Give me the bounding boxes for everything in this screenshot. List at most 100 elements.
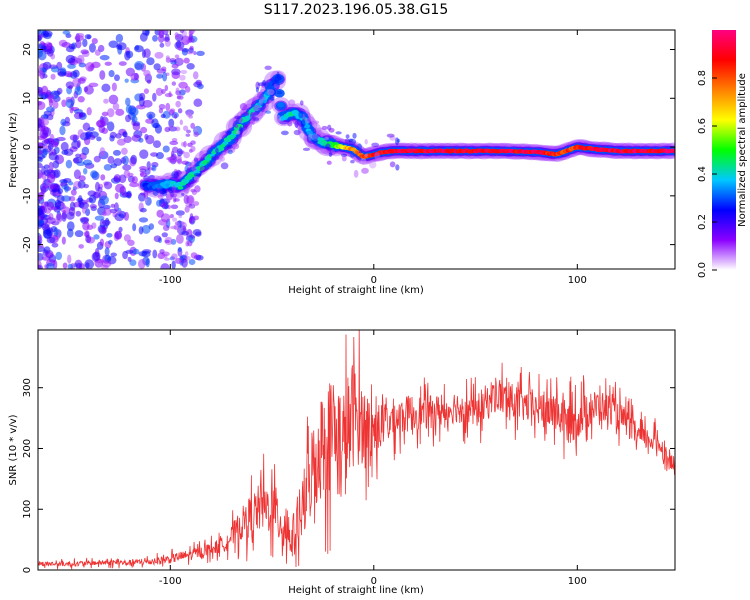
noise-blob bbox=[190, 235, 196, 239]
noise-blob bbox=[122, 131, 128, 138]
noise-blob bbox=[48, 161, 54, 172]
noise-blob bbox=[112, 149, 122, 156]
noise-blob bbox=[146, 161, 151, 170]
noise-blob bbox=[48, 149, 53, 156]
figure-title: S117.2023.196.05.38.G15 bbox=[264, 2, 449, 18]
y-tick-label: 200 bbox=[22, 439, 33, 458]
noise-blob bbox=[178, 214, 183, 219]
ridge-scatter bbox=[321, 125, 328, 130]
noise-blob bbox=[78, 201, 85, 209]
noise-blob bbox=[84, 34, 92, 40]
noise-blob bbox=[138, 226, 144, 235]
spectrogram-x-ticks: -100 0 100 bbox=[159, 30, 587, 286]
noise-blob bbox=[43, 229, 53, 239]
noise-blob bbox=[104, 247, 110, 257]
noise-blob bbox=[76, 32, 85, 38]
noise-blob bbox=[67, 254, 72, 264]
ridge-scatter bbox=[276, 71, 280, 80]
noise-blob bbox=[133, 72, 139, 80]
colorbar-tick-label: 0.2 bbox=[697, 214, 708, 230]
noise-blob bbox=[143, 88, 150, 94]
ridge-scatter bbox=[293, 129, 301, 136]
noise-blob bbox=[167, 204, 171, 210]
noise-blob bbox=[114, 231, 122, 239]
noise-blob bbox=[68, 85, 73, 90]
ridge-scatter bbox=[262, 79, 266, 86]
ridge-scatter bbox=[234, 115, 242, 120]
ridge-scatter bbox=[298, 110, 304, 119]
noise-blob bbox=[157, 193, 164, 200]
noise-blob bbox=[177, 246, 182, 253]
ridge-scatter bbox=[308, 133, 313, 141]
x-tick-label: 0 bbox=[371, 576, 377, 587]
noise-blob bbox=[38, 101, 46, 111]
ridge-scatter bbox=[345, 134, 350, 139]
noise-blob bbox=[103, 98, 109, 104]
ridge-scatter bbox=[386, 133, 395, 138]
noise-blob bbox=[38, 30, 42, 34]
ridge-scatter bbox=[352, 132, 357, 139]
snr-x-ticks: -100 0 100 bbox=[159, 330, 587, 587]
ridge-scatter bbox=[312, 138, 319, 144]
snr-series bbox=[38, 330, 675, 570]
snr-frame bbox=[37, 329, 676, 571]
noise-blob bbox=[130, 154, 138, 165]
noise-blob bbox=[175, 40, 182, 49]
noise-blob bbox=[145, 258, 150, 268]
noise-blob bbox=[175, 87, 180, 93]
noise-blob bbox=[38, 34, 42, 41]
ridge-scatter bbox=[199, 150, 204, 158]
colorbar-label: Normalized spectral amplitude bbox=[737, 73, 748, 227]
ridge-blob bbox=[277, 102, 285, 108]
noise-blob bbox=[120, 147, 128, 155]
noise-blob bbox=[51, 242, 59, 248]
noise-blob bbox=[162, 224, 170, 232]
ridge-scatter bbox=[220, 162, 229, 170]
noise-blob bbox=[45, 250, 54, 259]
ridge-scatter bbox=[348, 138, 357, 145]
noise-blob bbox=[169, 108, 176, 114]
ridge-scatter bbox=[254, 111, 259, 116]
ridge-scatter bbox=[273, 83, 278, 89]
noise-blob bbox=[157, 34, 165, 43]
noise-blob bbox=[153, 63, 161, 71]
noise-blob bbox=[148, 174, 155, 180]
colorbar-bar bbox=[712, 30, 736, 270]
noise-blob bbox=[66, 228, 74, 238]
noise-blob bbox=[101, 111, 109, 117]
noise-blob bbox=[103, 181, 113, 190]
noise-blob bbox=[159, 42, 165, 48]
noise-blob bbox=[55, 251, 63, 261]
noise-blob bbox=[166, 196, 171, 204]
noise-blob bbox=[181, 222, 187, 229]
noise-blob bbox=[77, 77, 86, 84]
noise-blob bbox=[190, 30, 196, 33]
noise-blob bbox=[160, 202, 167, 208]
noise-blob bbox=[194, 231, 202, 237]
noise-blob bbox=[46, 106, 55, 113]
y-tick-label: -20 bbox=[22, 236, 33, 252]
noise-blob bbox=[91, 61, 101, 69]
ridge-scatter bbox=[193, 176, 199, 181]
noise-blob bbox=[190, 37, 195, 43]
ridge-scatter bbox=[163, 172, 171, 180]
noise-blob bbox=[48, 98, 53, 108]
ridge-scatter bbox=[194, 185, 201, 193]
noise-blob bbox=[38, 150, 45, 155]
noise-blob bbox=[60, 141, 69, 152]
ridge-scatter bbox=[184, 165, 189, 173]
noise-blob bbox=[190, 252, 198, 259]
noise-blob bbox=[146, 111, 156, 119]
ridge-scatter bbox=[171, 185, 176, 192]
noise-blob bbox=[156, 73, 164, 79]
noise-blob bbox=[146, 79, 152, 84]
noise-blob bbox=[169, 158, 177, 163]
noise-blob bbox=[185, 235, 190, 242]
noise-blob bbox=[42, 148, 49, 155]
noise-blob bbox=[155, 152, 164, 160]
noise-blob bbox=[101, 259, 112, 268]
noise-blob bbox=[134, 44, 140, 51]
noise-blob bbox=[176, 158, 183, 165]
ridge-scatter bbox=[256, 91, 264, 100]
noise-blob bbox=[98, 226, 107, 235]
